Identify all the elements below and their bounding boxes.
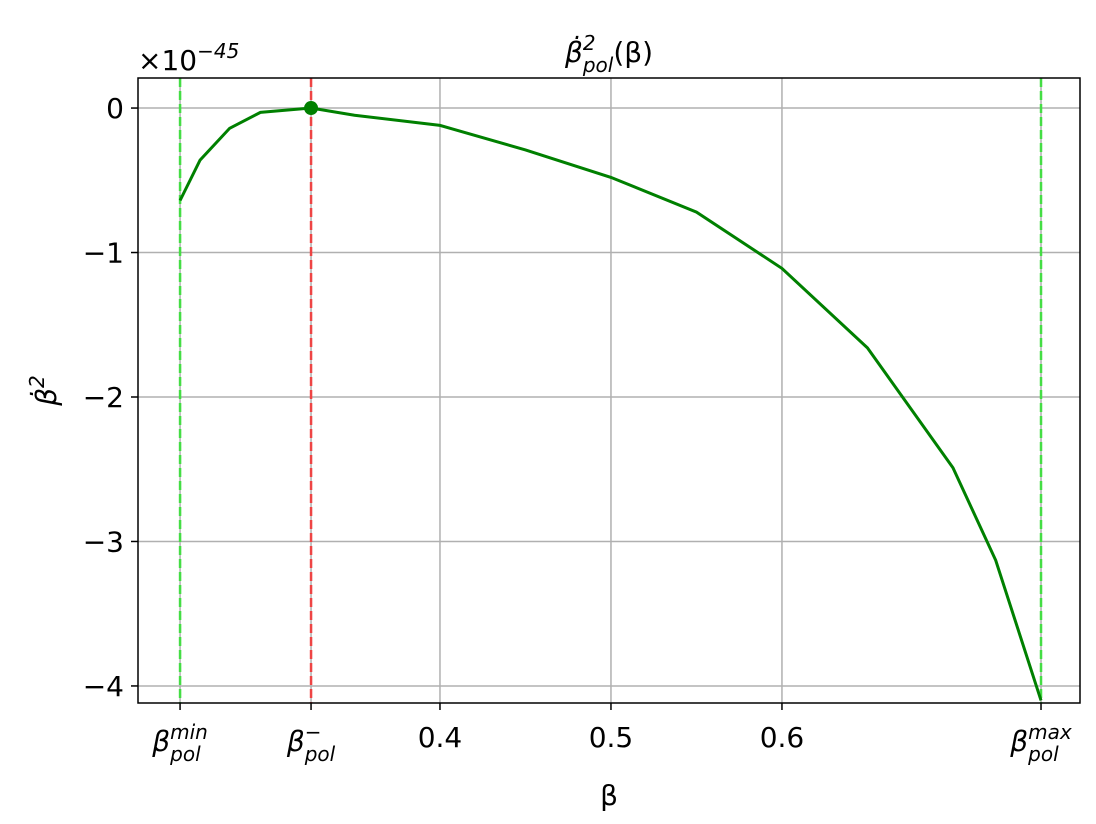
chart-title-sub: pol <box>582 53 614 77</box>
x-tick-label-base: β <box>151 725 170 758</box>
chart-title: β̇2 pol(β) <box>564 31 653 77</box>
y-axis-label-base: β̇ <box>29 388 63 407</box>
plot-frame <box>137 77 1081 704</box>
y-tick-label: −4 <box>83 670 124 703</box>
y-axis-label: β̇2 <box>25 375 63 407</box>
x-axis-label: β <box>600 779 618 812</box>
chart-title-base: β̇ <box>564 35 583 69</box>
y-offset-base: ×10 <box>138 44 197 77</box>
y-offset: ×10−45 <box>138 39 239 77</box>
y-offset-sup: −45 <box>197 39 239 63</box>
x-tick-label: 0.6 <box>760 721 805 754</box>
data-point <box>304 101 319 116</box>
chart-title-tail: (β) <box>613 36 653 69</box>
x-tick-label: β− pol <box>286 720 336 766</box>
y-tick-label: −3 <box>83 525 124 558</box>
x-tick-label-sub: pol <box>1027 742 1059 766</box>
x-tick-label-sup: − <box>305 720 322 744</box>
chart-title-sup: 2 <box>583 31 596 55</box>
x-tick-label-base: β <box>286 725 305 758</box>
x-tick-label-sub: pol <box>304 742 336 766</box>
x-tick-label: 0.5 <box>589 721 634 754</box>
x-tick-label: βmax pol <box>1009 720 1072 766</box>
x-tick-label: 0.4 <box>418 721 463 754</box>
x-tick-label-sub: pol <box>169 742 201 766</box>
y-axis-label-sup: 2 <box>25 375 49 388</box>
x-tick-label: βmin pol <box>151 720 208 766</box>
x-tick-label-sup: max <box>1028 720 1072 744</box>
x-tick-label-base: β <box>1009 725 1028 758</box>
data-line <box>178 106 1043 701</box>
x-tick-label-sup: min <box>170 720 208 744</box>
y-tick-label: −2 <box>83 381 124 414</box>
y-tick-label: 0 <box>106 92 124 125</box>
y-tick-label: −1 <box>83 237 124 270</box>
